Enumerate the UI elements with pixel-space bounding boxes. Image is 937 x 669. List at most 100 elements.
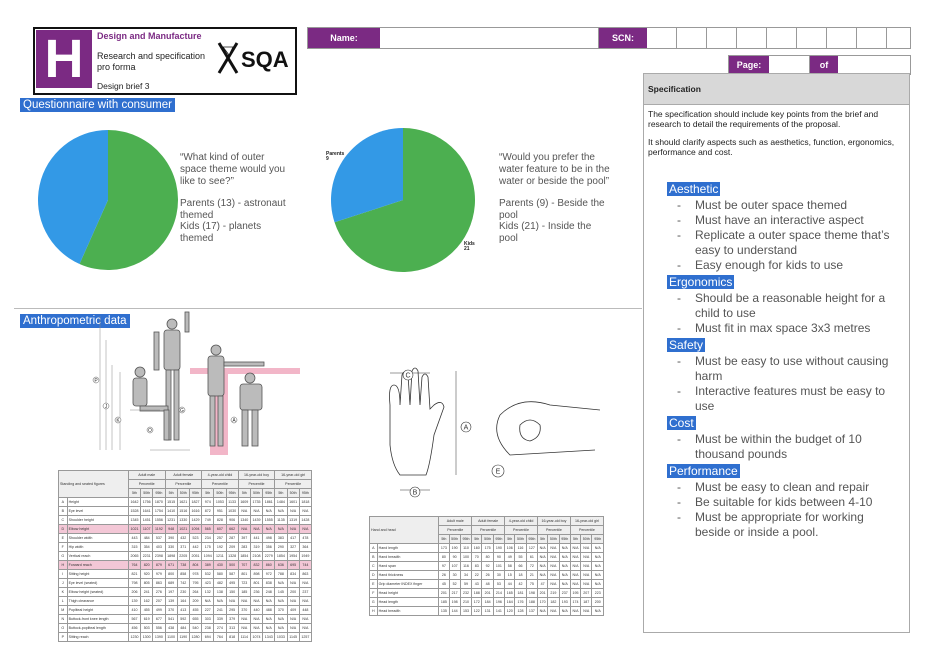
table-cell: 182 [547, 597, 560, 607]
table-cell: N/A [580, 606, 593, 616]
subject-title: Design and Manufacture [97, 31, 202, 41]
spec-item: Must be within the budget of 10 thousand… [667, 432, 902, 462]
table-cell: 764 [213, 632, 227, 642]
table-cell: 390 [164, 533, 178, 543]
table-cell: 1870 [152, 497, 166, 507]
scn-box[interactable] [737, 28, 767, 48]
table-cell: 173 [438, 543, 450, 553]
sqa-logo: SQA [217, 42, 289, 74]
scn-box[interactable] [797, 28, 827, 48]
table-group-header: 16-year-old girl [274, 470, 312, 480]
table-cell: 834 [286, 569, 300, 579]
table-cell: 764 [127, 560, 142, 570]
table-cell: 1230 [127, 632, 142, 642]
percentile-header: Percentile [274, 479, 312, 489]
table-cell: 820 [140, 560, 154, 570]
table-row: A Height 1642 1756 1870 1515 1621 1827 974 1053 11… [58, 497, 313, 507]
percentile-value-header: 50th [213, 488, 227, 498]
spec-item: Must be appropriate for working beside o… [667, 510, 902, 540]
spec-item: Replicate a outer space theme that’s eas… [667, 228, 902, 258]
table-group-header: 16-year-old boy [237, 470, 276, 480]
chart2-tiny-label-kids: Kids 21 [464, 242, 475, 252]
table-cell: 192 [213, 542, 227, 552]
table-cell: 1949 [298, 551, 313, 561]
table-cell: 537 [152, 533, 166, 543]
row-letter: N [58, 614, 68, 624]
specification-categories: AestheticMust be outer space themedMust … [667, 180, 902, 540]
scn-box[interactable] [857, 28, 887, 48]
table-group-header: 16-year-old girl [569, 516, 605, 526]
table-cell: N/A [591, 543, 604, 553]
table-cell: N/A [274, 596, 288, 606]
table-cell: 193 [558, 597, 571, 607]
percentile-value-header: 5th [274, 488, 288, 498]
table-cell: 207 [580, 588, 593, 598]
table-cell: 237 [298, 587, 313, 597]
table-cell: 801 [249, 578, 264, 588]
row-dimension: Popliteal height [66, 605, 129, 615]
scn-box[interactable] [887, 28, 910, 48]
table-cell: 139 [127, 596, 142, 606]
name-field[interactable] [380, 28, 599, 48]
table-cell: 2051 [188, 551, 203, 561]
page-total-field[interactable] [838, 56, 910, 74]
table-cell: 742 [176, 578, 190, 588]
page-field[interactable] [769, 56, 810, 74]
table-cell: N/A [274, 506, 288, 516]
svg-text:C: C [405, 373, 410, 380]
table-cell: 565 [201, 524, 215, 534]
table-cell: 72 [525, 561, 539, 571]
table-cell: 1735 [249, 497, 264, 507]
table-cell: 2398 [152, 551, 166, 561]
table-cell: 1074 [249, 632, 264, 642]
table-cell: 1300 [140, 632, 154, 642]
scn-box[interactable] [767, 28, 797, 48]
table-cell: 195 [569, 588, 582, 598]
table-cell: N/A [591, 579, 604, 589]
scn-box[interactable] [827, 28, 857, 48]
percentile-value-header: 5th [504, 534, 516, 544]
pie-chart-theme [38, 130, 178, 270]
table-cell: 313 [225, 623, 239, 633]
table-row: O Buttock-popliteal length 456 503 556 438 484… [58, 623, 313, 633]
table-cell: 860 [262, 560, 276, 570]
table-cell: N/A [558, 561, 571, 571]
table-row: F Head height 201 217 232 188 201 214 165 181 198 2… [369, 588, 604, 598]
table-cell: 290 [274, 542, 288, 552]
table-cell: N/A [591, 561, 604, 571]
percentile-value-header: 50th [286, 488, 300, 498]
table-row: H Head breadth 135 144 153 122 131 141 120 128 137… [369, 606, 604, 616]
scn-box[interactable] [707, 28, 737, 48]
table-cell: 788 [274, 569, 288, 579]
table-cell: 804 [188, 560, 203, 570]
spec-section: Cost Must be within the budget of 10 thou… [667, 414, 902, 462]
percentile-value-header: 5th [569, 534, 582, 544]
table-cell: 141 [492, 606, 506, 616]
table-cell: 230 [176, 587, 190, 597]
row-dimension: Grip diameter INDEX finger [376, 579, 440, 589]
table-cell: 315 [127, 542, 142, 552]
row-dimension: Sitting height [66, 569, 129, 579]
table-cell: N/A [286, 578, 300, 588]
table-cell: N/A [286, 596, 300, 606]
table-row: E Shoulder width 443 484 537 390 432 523 234 257 2… [58, 533, 313, 543]
spec-item: Must have an interactive aspect [667, 213, 902, 228]
body-measurement-figures: P J K O G A [92, 311, 300, 455]
h-logo: H [36, 30, 92, 88]
scn-box[interactable] [677, 28, 707, 48]
table-cell: 1756 [140, 497, 154, 507]
scn-box[interactable] [647, 28, 677, 48]
table-cell: N/A [558, 579, 571, 589]
table-cell: 1954 [286, 551, 300, 561]
table-row: E Grip diameter INDEX finger 45 52 59 43 48 53 4… [369, 579, 604, 589]
table-cell: 455 [188, 605, 203, 615]
form-title: Research and specification pro forma [97, 51, 206, 72]
percentile-value-header: 5th [438, 534, 450, 544]
table-row: C Shoulder height 1345 1451 1556 1231 1330 1429… [58, 515, 313, 525]
table-cell: 677 [152, 614, 166, 624]
percentile-value-header: 50th [176, 488, 190, 498]
table-cell: 30 [448, 570, 461, 580]
brief-label: Design brief 3 [97, 81, 150, 91]
table-cell: N/A [286, 623, 300, 633]
table-cell: 131 [481, 606, 494, 616]
